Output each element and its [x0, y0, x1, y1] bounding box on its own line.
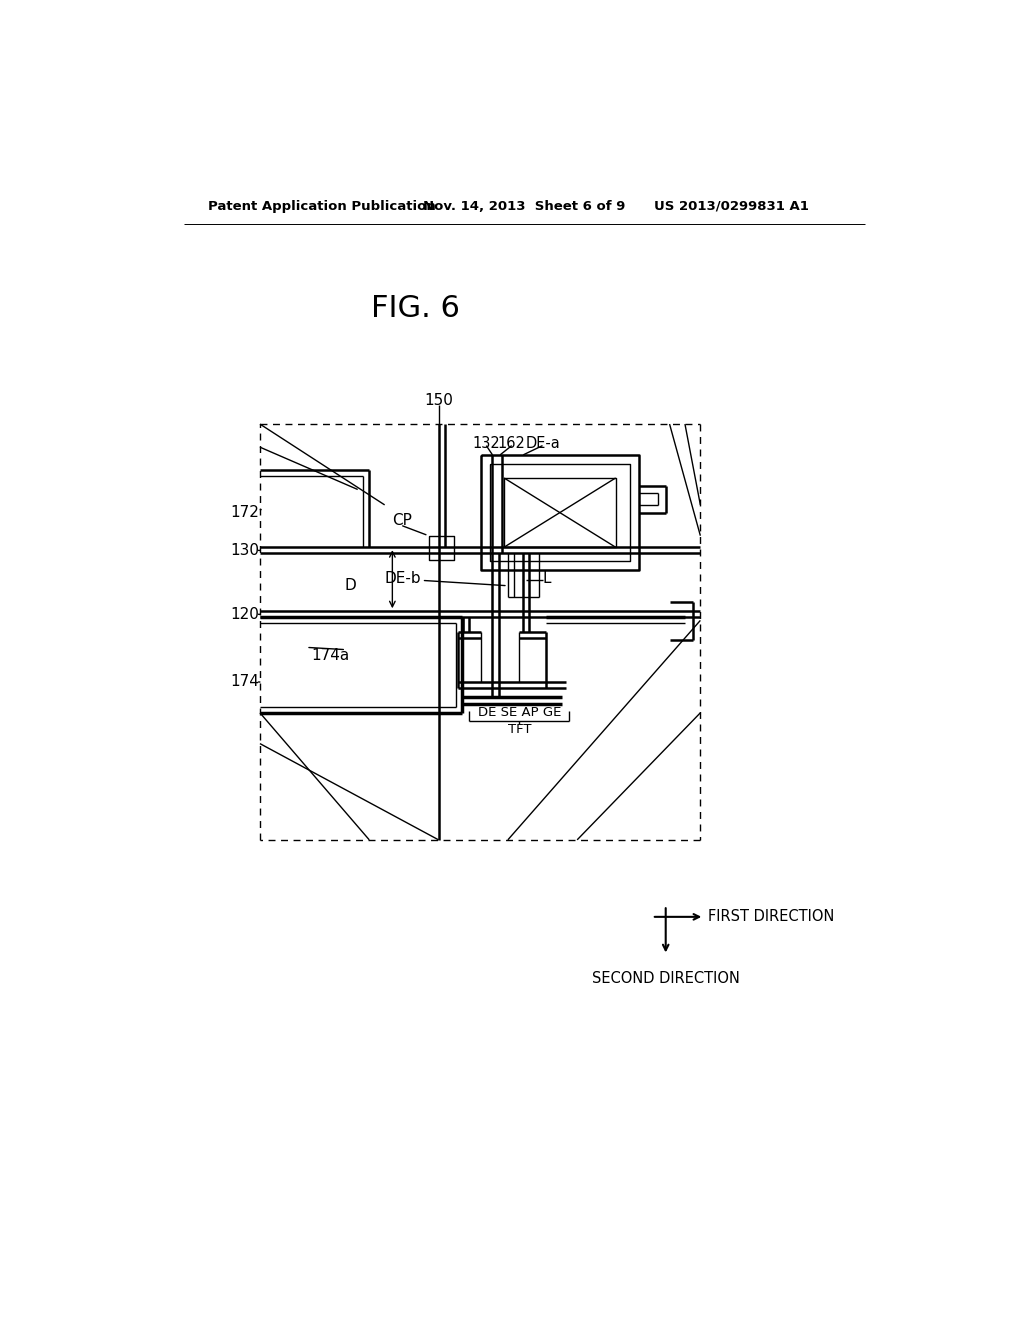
Text: D: D	[344, 578, 356, 593]
Text: US 2013/0299831 A1: US 2013/0299831 A1	[654, 199, 809, 213]
Text: FIRST DIRECTION: FIRST DIRECTION	[708, 909, 835, 924]
Text: TFT: TFT	[508, 723, 531, 737]
Text: DE-b: DE-b	[385, 570, 421, 586]
Text: 120: 120	[230, 607, 259, 622]
Text: 150: 150	[424, 393, 453, 408]
Text: CP: CP	[392, 512, 413, 528]
Text: Patent Application Publication: Patent Application Publication	[208, 199, 435, 213]
Text: DE SE AP GE: DE SE AP GE	[478, 706, 561, 719]
Text: L: L	[543, 570, 551, 586]
Text: 174a: 174a	[311, 648, 350, 663]
Text: 162: 162	[498, 436, 525, 451]
Text: Nov. 14, 2013  Sheet 6 of 9: Nov. 14, 2013 Sheet 6 of 9	[423, 199, 626, 213]
Text: DE-a: DE-a	[525, 436, 560, 451]
Text: 174: 174	[230, 675, 259, 689]
Text: SECOND DIRECTION: SECOND DIRECTION	[592, 970, 739, 986]
Text: 132: 132	[472, 436, 500, 451]
Text: 130: 130	[230, 543, 260, 558]
Text: FIG. 6: FIG. 6	[371, 294, 460, 323]
Text: 172: 172	[230, 506, 259, 520]
